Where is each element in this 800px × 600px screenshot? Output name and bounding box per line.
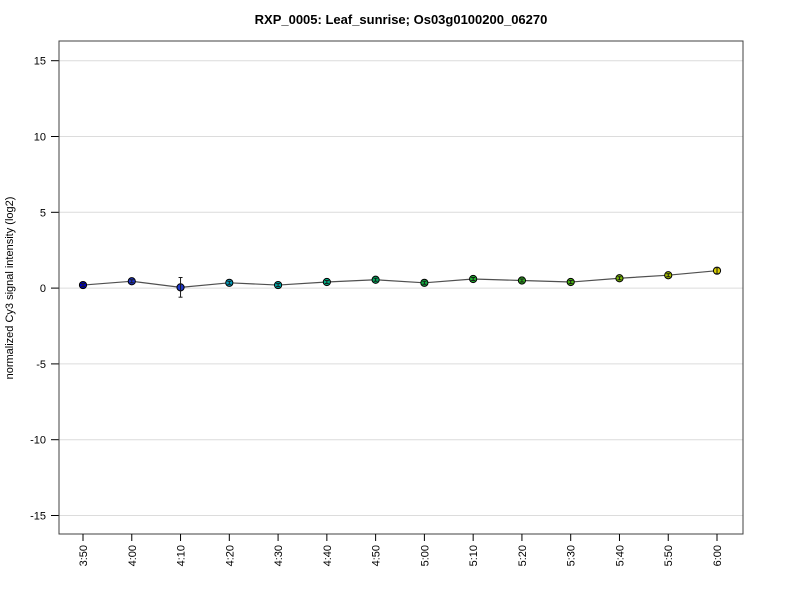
series-layer: [78, 266, 722, 298]
x-tick-label: 5:10: [468, 545, 480, 566]
x-tick-label: 5:40: [614, 545, 626, 566]
y-tick-label: 5: [40, 207, 46, 219]
y-tick-label: -5: [36, 359, 46, 371]
x-tick-label: 4:40: [322, 545, 334, 566]
x-tick-label: 4:30: [273, 545, 285, 566]
gridlines-layer: [59, 60, 743, 516]
y-axis-label: normalized Cy3 signal intensity (log2): [4, 197, 16, 380]
y-tick-label: -10: [30, 435, 46, 447]
x-tick-label: 5:20: [517, 545, 529, 566]
y-tick-label: -15: [30, 511, 46, 523]
chart-title: RXP_0005: Leaf_sunrise; Os03g0100200_062…: [255, 12, 548, 27]
x-tick-label: 4:10: [176, 545, 188, 566]
x-tick-label: 3:50: [78, 545, 90, 566]
x-tick-label: 5:50: [663, 545, 675, 566]
y-tick-label: 10: [34, 132, 46, 144]
x-tick-label: 5:00: [419, 545, 431, 566]
x-tick-label: 5:30: [566, 545, 578, 566]
x-tick-label: 6:00: [712, 545, 724, 566]
axes-layer: -15 -10 -5 0 5 10 15 3:50 4:00 4:10 4:20 4:30 4:40 4:…: [30, 56, 724, 567]
y-tick-label: 15: [34, 56, 46, 68]
x-tick-label: 4:20: [224, 545, 236, 566]
y-tick-label: 0: [40, 283, 46, 295]
series-line: [82, 270, 718, 288]
plot-frame: [58, 40, 744, 535]
x-tick-label: 4:00: [127, 545, 139, 566]
x-tick-label: 4:50: [371, 545, 383, 566]
